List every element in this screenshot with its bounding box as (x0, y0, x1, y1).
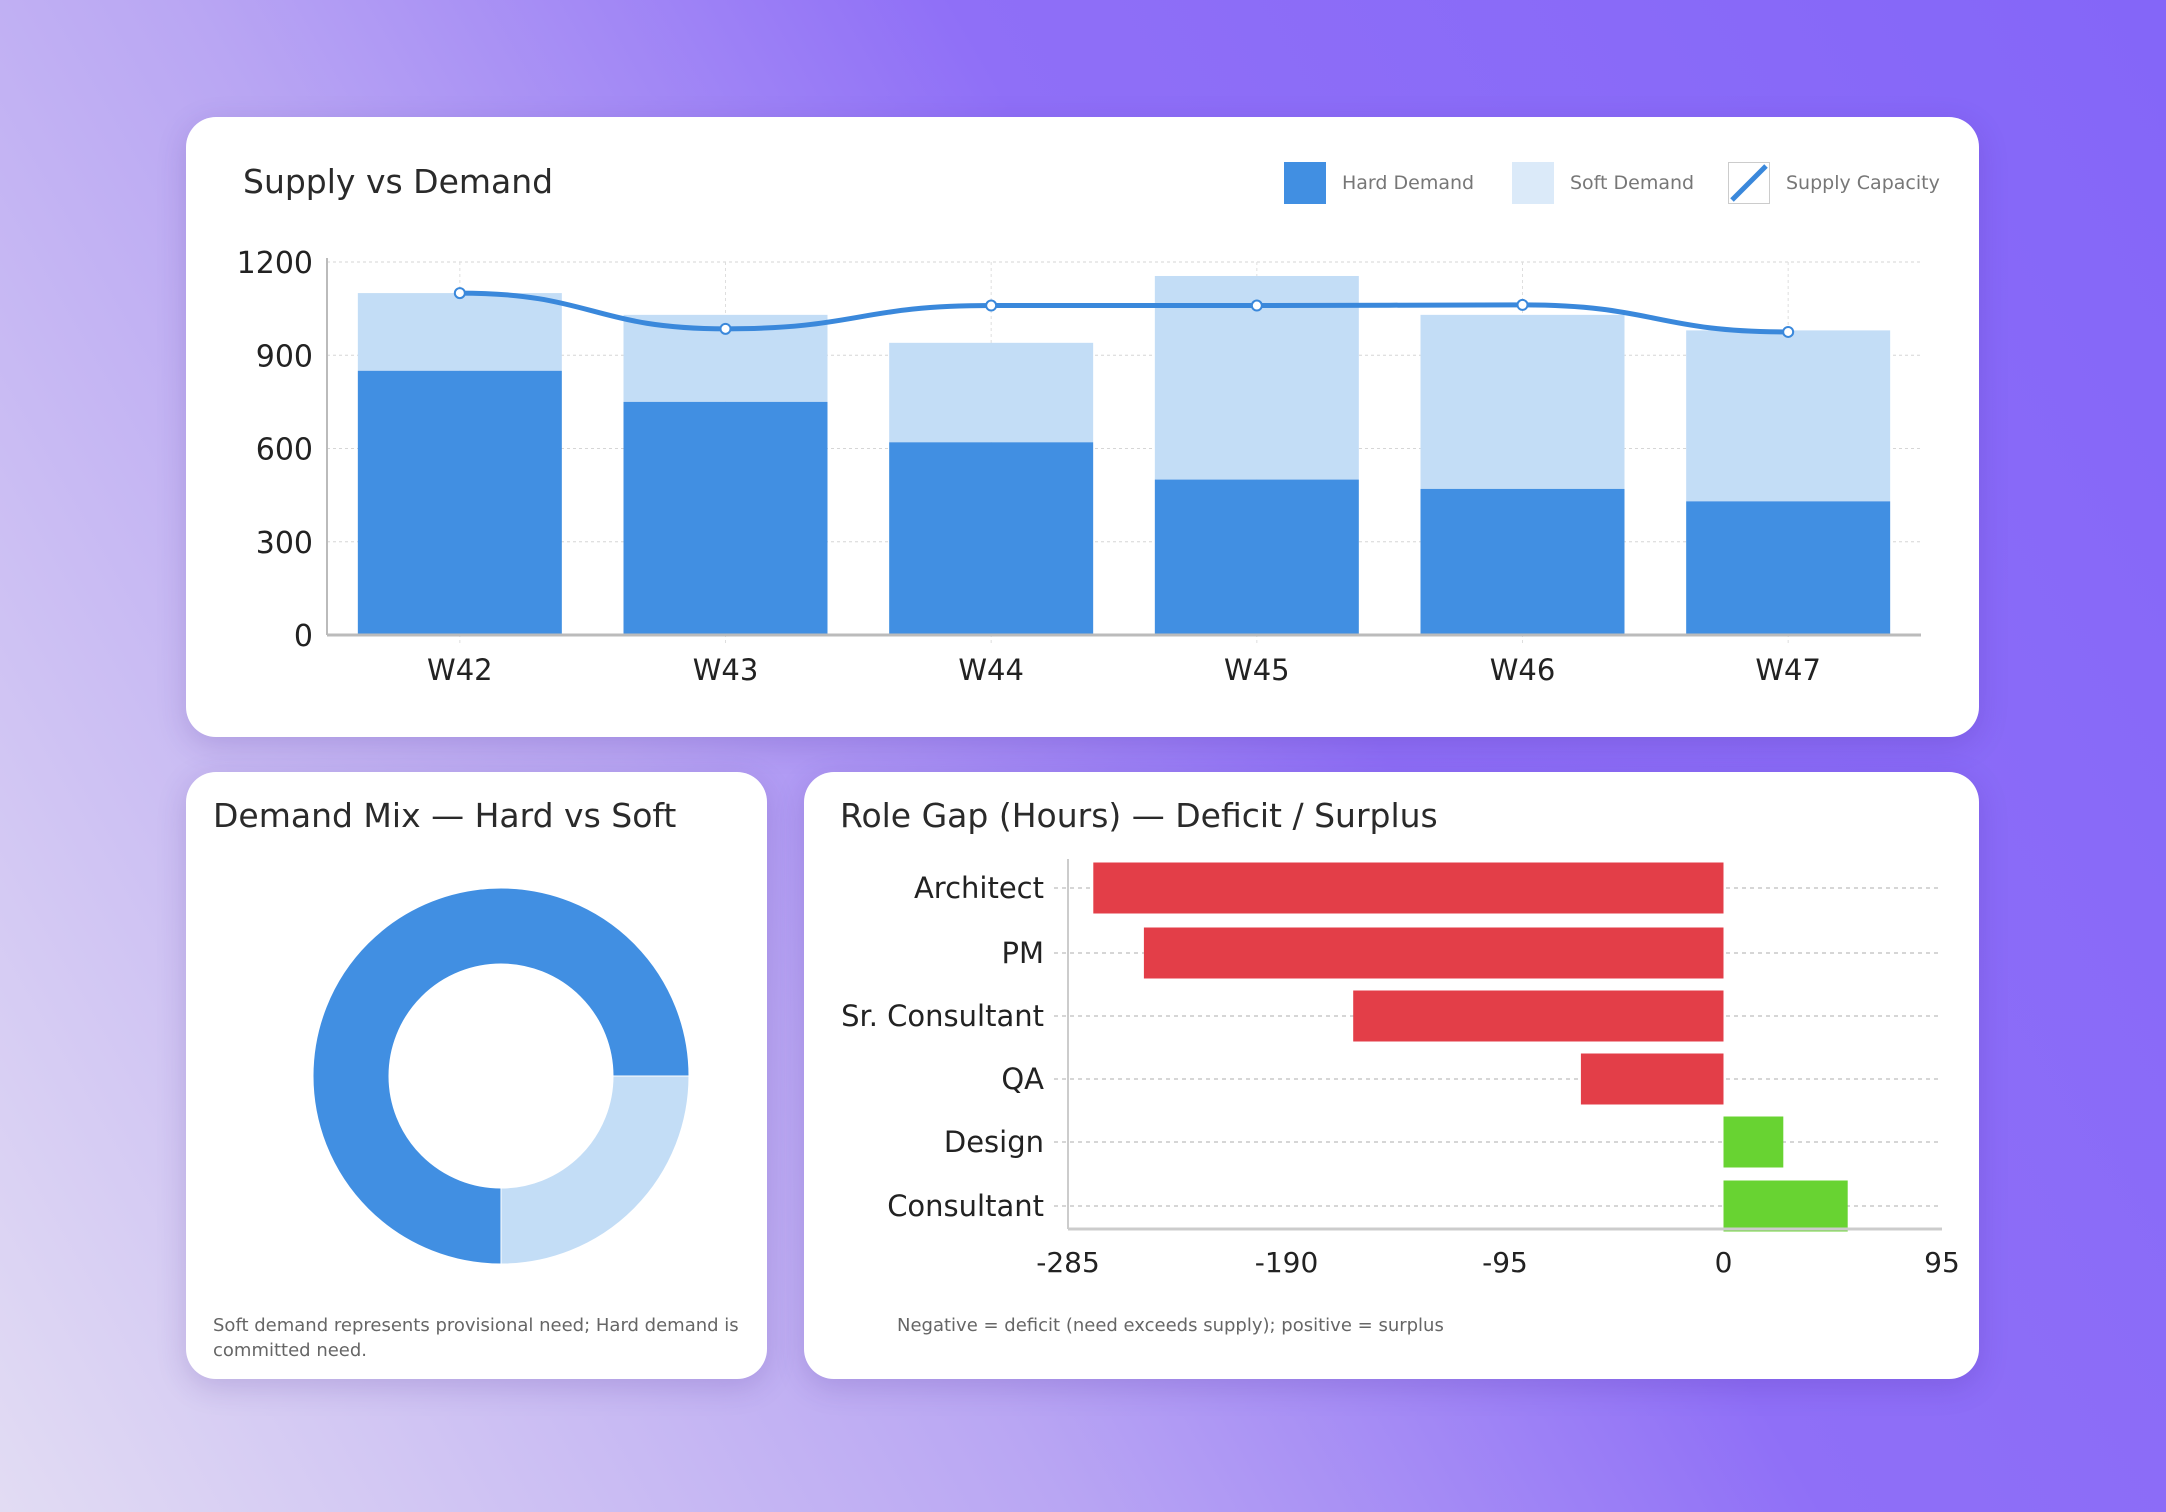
supply-capacity-swatch (1728, 162, 1770, 204)
supply-capacity-point (985, 299, 998, 312)
x-tick-label: 95 (1924, 1246, 1960, 1279)
legend-label: Soft Demand (1570, 172, 1695, 194)
hard-demand-bar (623, 401, 828, 635)
hard-demand-bar (889, 442, 1094, 635)
x-tick-label: W43 (693, 653, 759, 687)
role-label: Architect (914, 871, 1044, 905)
hard-demand-bar (1154, 479, 1359, 635)
supply-capacity-point (719, 322, 732, 335)
x-tick-label: W46 (1490, 653, 1556, 687)
deficit-bar (1143, 927, 1724, 979)
x-tick-label: W47 (1755, 653, 1821, 687)
role-label: Design (944, 1125, 1044, 1159)
legend-soft-demand[interactable]: Soft Demand (1512, 162, 1694, 204)
hard-demand-swatch (1284, 162, 1326, 204)
legend-label: Supply Capacity (1786, 172, 1940, 194)
y-tick-label: 600 (256, 433, 313, 468)
role-label: QA (1001, 1062, 1044, 1096)
legend-supply-capacity[interactable]: Supply Capacity (1728, 162, 1940, 204)
supply-capacity-point (453, 287, 466, 300)
hard-demand-bar (1686, 501, 1891, 635)
role-label: PM (1001, 936, 1044, 970)
supply-demand-title: Supply vs Demand (243, 162, 554, 201)
soft-demand-bar (889, 342, 1094, 443)
deficit-bar (1353, 990, 1724, 1042)
soft-demand-bar (357, 293, 562, 371)
soft-demand-slice (500, 1075, 690, 1265)
soft-demand-swatch (1512, 162, 1554, 204)
y-tick-label: 1200 (237, 246, 313, 281)
legend-label: Hard Demand (1342, 172, 1475, 194)
x-tick-label: -95 (1482, 1246, 1528, 1279)
role-label: Sr. Consultant (841, 999, 1044, 1033)
x-tick-label: -285 (1036, 1246, 1100, 1279)
deficit-bar (1580, 1053, 1724, 1105)
supply-capacity-line (459, 290, 1789, 335)
supply-capacity-point (1782, 325, 1795, 338)
legend-hard-demand[interactable]: Hard Demand (1284, 162, 1474, 204)
y-tick-label: 0 (294, 619, 313, 654)
x-tick-label: W44 (958, 653, 1024, 687)
role-gap-note: Negative = deficit (need exceeds supply)… (897, 1315, 1444, 1336)
role-label: Consultant (887, 1189, 1044, 1223)
supply-capacity-point (1250, 299, 1263, 312)
role-gap-title: Role Gap (Hours) — Deficit / Surplus (840, 796, 1438, 835)
x-tick-label: W42 (427, 653, 493, 687)
supply-capacity-point (1516, 298, 1529, 311)
hard-demand-bar (1420, 488, 1625, 635)
soft-demand-bar (1686, 330, 1891, 502)
hard-demand-bar (357, 370, 562, 635)
demand-mix-title: Demand Mix — Hard vs Soft (213, 796, 677, 835)
surplus-bar (1723, 1180, 1848, 1232)
y-tick-label: 300 (256, 526, 313, 561)
demand-mix-note: Soft demand represents provisional need;… (213, 1315, 739, 1361)
deficit-bar (1093, 862, 1724, 914)
x-tick-label: -190 (1255, 1246, 1319, 1279)
surplus-bar (1723, 1116, 1784, 1168)
y-tick-label: 900 (256, 339, 313, 374)
hard-demand-slice (312, 887, 690, 1265)
x-tick-label: W45 (1224, 653, 1290, 687)
soft-demand-bar (1420, 314, 1625, 489)
x-tick-label: 0 (1715, 1246, 1733, 1279)
